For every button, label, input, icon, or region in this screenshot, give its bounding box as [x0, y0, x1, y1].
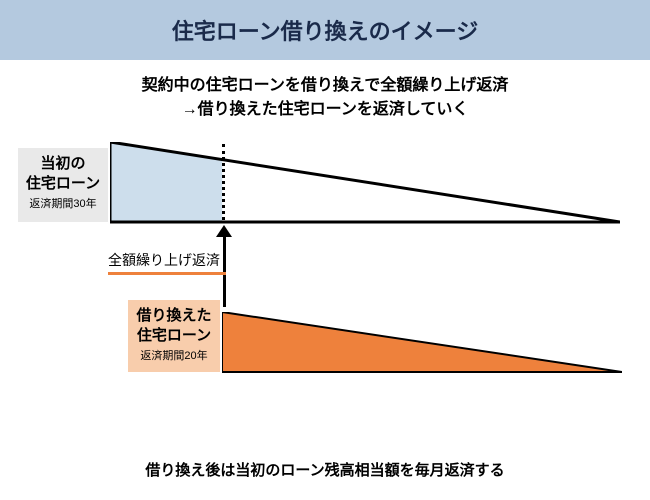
original-loan-triangle — [110, 142, 620, 225]
original-loan-line1: 当初の — [40, 155, 85, 172]
refinanced-loan-label: 借り換えた 住宅ローン 返済期間20年 — [128, 300, 220, 372]
title-bar: 住宅ローン借り換えのイメージ — [0, 0, 650, 60]
refinanced-loan-triangle — [222, 312, 622, 374]
refinanced-loan-line2: 住宅ローン — [137, 327, 211, 344]
refinanced-loan-period: 返済期間20年 — [132, 349, 216, 364]
prepay-text: 全額繰り上げ返済 — [108, 252, 220, 268]
subtitle-line2: →借り換えた住宅ローンを返済していく — [182, 101, 469, 118]
original-loan-line2: 住宅ローン — [26, 175, 100, 192]
bottom-caption-text: 借り換え後は当初のローン残高相当額を毎月返済する — [145, 462, 504, 479]
original-loan-label: 当初の 住宅ローン 返済期間30年 — [18, 148, 108, 222]
diagram-area: 当初の 住宅ローン 返済期間30年 全額繰り上げ返済 借り換えた 住宅ローン 返… — [0, 132, 650, 432]
bottom-caption: 借り換え後は当初のローン残高相当額を毎月返済する — [0, 459, 650, 480]
subtitle: 契約中の住宅ローンを借り換えで全額繰り上げ返済 →借り換えた住宅ローンを返済して… — [0, 74, 650, 122]
subtitle-line1: 契約中の住宅ローンを借り換えで全額繰り上げ返済 — [142, 77, 509, 94]
arrow-up-icon — [216, 225, 232, 237]
prepay-underline — [108, 272, 226, 275]
refinanced-loan-line1: 借り換えた — [136, 307, 211, 324]
prepay-label: 全額繰り上げ返済 — [108, 250, 220, 270]
dotted-divider — [222, 144, 225, 220]
original-loan-period: 返済期間30年 — [22, 197, 104, 212]
title-text: 住宅ローン借り換えのイメージ — [172, 19, 478, 44]
